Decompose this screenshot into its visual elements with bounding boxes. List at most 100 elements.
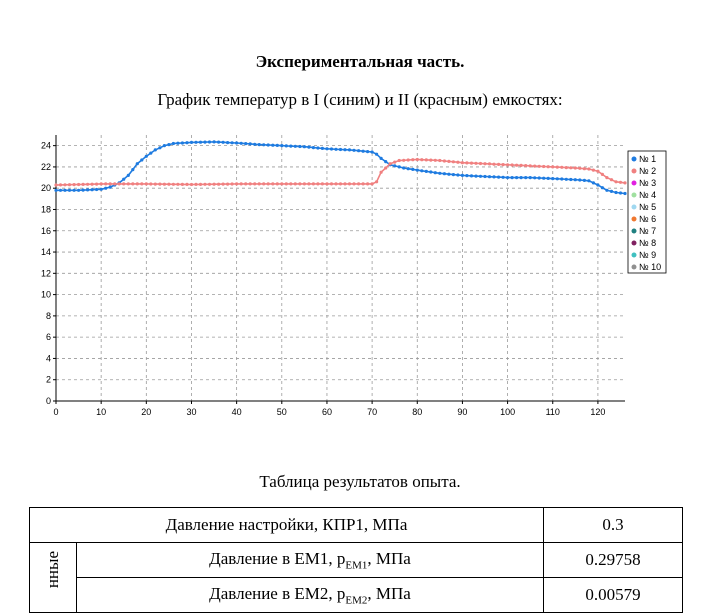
data-point-series-1 (591, 181, 596, 185)
data-point-series-1 (239, 141, 243, 145)
data-point-series-1 (587, 179, 591, 183)
data-point-series-1 (158, 146, 162, 150)
data-point-series-1 (555, 177, 559, 181)
data-point-series-2 (497, 162, 501, 166)
data-point-series-1 (81, 188, 85, 192)
data-point-series-2 (519, 163, 523, 167)
data-point-series-1 (307, 145, 311, 149)
data-point-series-2 (429, 158, 433, 162)
data-point-series-1 (198, 140, 203, 144)
table-cell-parameter: Давление в ЕМ1, pЕМ1, МПа (76, 542, 544, 578)
data-point-series-1 (447, 172, 451, 176)
data-point-series-1 (347, 148, 352, 152)
data-point-series-1 (357, 149, 361, 153)
data-point-series-1 (104, 186, 108, 190)
data-point-series-1 (618, 191, 623, 195)
data-point-series-1 (311, 146, 315, 150)
data-point-series-1 (569, 177, 573, 182)
x-tick-label: 0 (53, 407, 58, 417)
data-point-series-1 (284, 144, 288, 148)
data-point-series-2 (131, 182, 135, 186)
data-point-series-1 (384, 160, 388, 164)
data-point-series-1 (469, 174, 474, 178)
data-point-series-2 (185, 182, 189, 186)
data-point-series-1 (393, 164, 397, 168)
data-point-series-1 (546, 176, 550, 180)
table-cell-parameter: Давление в ЕМ2, pЕМ2, МПа (76, 577, 544, 613)
y-tick-label: 8 (46, 311, 51, 321)
data-point-series-2 (618, 180, 623, 184)
data-point-series-2 (135, 182, 139, 186)
param-subscript: ЕМ1 (345, 559, 368, 572)
data-point-series-2 (560, 165, 564, 169)
data-point-series-1 (167, 143, 171, 147)
data-point-series-2 (447, 159, 451, 163)
results-table: Давление настройки, КПР1, МПа 0.3 нные Д… (29, 507, 683, 613)
y-tick-label: 14 (41, 247, 51, 257)
data-point-series-2 (542, 164, 546, 169)
data-point-series-2 (569, 166, 573, 170)
legend-marker (631, 204, 637, 210)
legend-label: № 6 (639, 214, 656, 224)
data-point-series-2 (280, 182, 284, 186)
data-point-series-1 (415, 168, 419, 172)
data-point-series-1 (171, 141, 175, 146)
data-point-series-2 (212, 182, 216, 186)
y-tick-label: 12 (41, 268, 51, 278)
data-point-series-2 (469, 161, 474, 165)
data-point-series-1 (352, 148, 356, 152)
data-point-series-2 (189, 182, 194, 187)
data-point-series-2 (275, 182, 279, 186)
data-point-series-1 (487, 175, 492, 179)
legend-marker (631, 180, 637, 186)
data-point-series-2 (257, 182, 261, 186)
data-point-series-2 (86, 182, 90, 186)
data-point-series-2 (623, 181, 627, 185)
y-tick-label: 10 (41, 290, 51, 300)
data-point-series-2 (388, 162, 392, 166)
x-tick-label: 60 (322, 407, 332, 417)
param-label: Давление в ЕМ1, p (209, 548, 346, 568)
data-point-series-1 (275, 143, 279, 147)
data-point-series-1 (90, 188, 94, 192)
table-side-label: нные (43, 551, 62, 589)
data-point-series-2 (90, 182, 94, 186)
table-cell-value: 0.00579 (543, 577, 683, 613)
data-point-series-1 (194, 140, 198, 144)
data-point-series-1 (578, 178, 582, 182)
param-subscript: ЕМ2 (345, 594, 368, 607)
data-point-series-1 (185, 141, 189, 145)
data-point-series-1 (379, 156, 383, 160)
y-tick-label: 4 (46, 353, 51, 363)
data-point-series-1 (162, 144, 166, 148)
data-point-series-1 (429, 170, 433, 174)
data-point-series-2 (122, 182, 126, 186)
x-tick-label: 120 (590, 407, 605, 417)
data-point-series-1 (54, 188, 58, 192)
data-point-series-1 (153, 148, 157, 152)
data-point-series-1 (420, 169, 424, 173)
data-point-series-2 (343, 182, 347, 186)
data-point-series-1 (280, 144, 284, 148)
data-point-series-1 (460, 173, 464, 177)
data-point-series-1 (338, 147, 343, 152)
chart-caption: График температур в I (синим) и II (крас… (157, 90, 563, 109)
data-point-series-2 (537, 164, 541, 168)
data-point-series-1 (253, 142, 257, 146)
data-point-series-2 (253, 182, 257, 186)
data-point-series-1 (334, 147, 338, 151)
data-point-series-2 (248, 182, 252, 186)
data-point-series-1 (465, 174, 469, 178)
data-point-series-2 (244, 182, 248, 186)
data-point-series-2 (492, 162, 496, 166)
legend-marker (631, 156, 637, 162)
data-point-series-2 (58, 183, 63, 187)
data-point-series-1 (361, 149, 365, 153)
data-point-series-1 (289, 144, 293, 148)
data-point-series-1 (298, 144, 302, 149)
legend-marker (631, 264, 637, 270)
data-point-series-2 (117, 182, 121, 186)
data-point-series-2 (302, 182, 306, 186)
data-point-series-2 (95, 182, 99, 186)
